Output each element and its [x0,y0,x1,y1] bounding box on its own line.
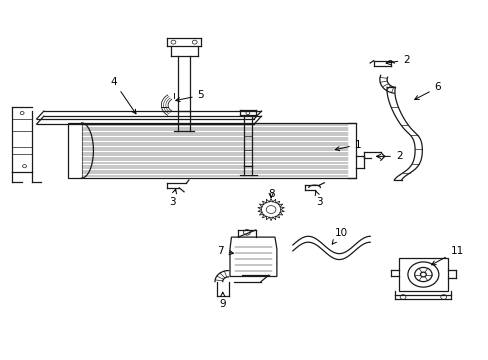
Text: 6: 6 [414,82,440,99]
Text: 1: 1 [335,140,361,151]
Text: 2: 2 [386,55,409,65]
Text: 3: 3 [315,191,322,207]
Bar [398,258,447,291]
Text: 2: 2 [376,151,402,161]
Text: 5: 5 [175,90,204,102]
Text: 11: 11 [431,246,463,265]
Text: 8: 8 [267,189,274,199]
Text: 4: 4 [110,77,136,114]
Text: 7: 7 [217,246,233,256]
Text: 9: 9 [219,292,225,309]
Text: 10: 10 [331,228,347,244]
Text: 3: 3 [168,189,176,207]
Bar [68,123,355,178]
